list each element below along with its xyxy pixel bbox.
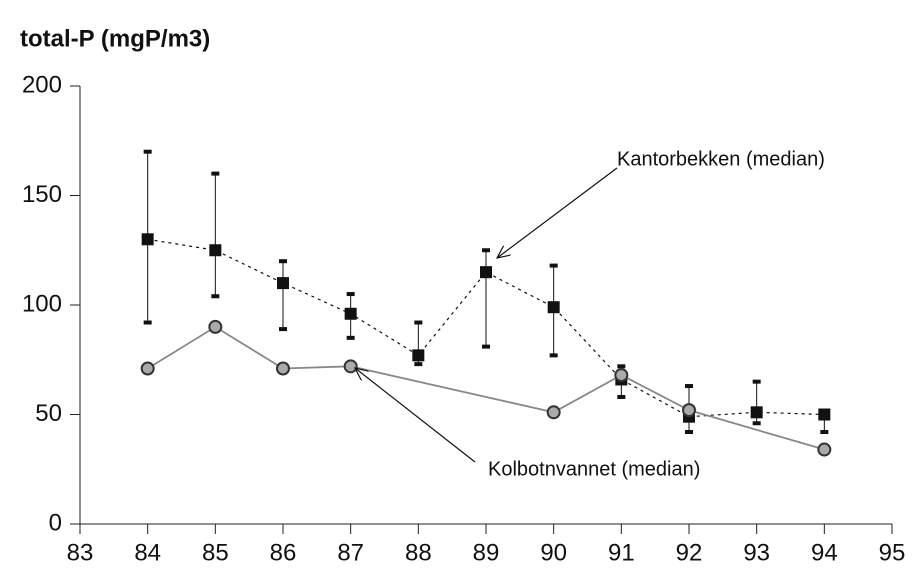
x-tick-label: 92 [676,539,703,566]
point [276,361,290,376]
point [547,301,560,314]
error-bar [279,259,287,332]
point [208,319,223,334]
series-line [147,325,825,451]
point [480,266,492,279]
y-tick-label: 0 [49,509,62,536]
y-tick-label: 200 [22,71,62,98]
point [412,349,425,362]
error-bar [482,248,490,349]
error-bar [211,171,220,299]
error-bar [752,379,761,426]
x-tick-label: 86 [270,539,297,566]
chart-title: total-P (mgP/m3) [20,25,210,52]
point [344,307,357,320]
x-tick-label: 83 [67,539,94,566]
point [817,442,832,457]
point [546,405,561,420]
annotation-arrow [497,167,618,258]
x-tick-label: 91 [608,539,635,566]
point [209,244,222,257]
legend-label: Kolbotnvannet (median) [488,458,700,480]
point [141,233,154,246]
point [277,277,289,290]
x-tick-label: 87 [337,539,364,566]
annotation-arrow [355,368,476,463]
point [682,403,696,418]
point [140,361,155,376]
point [343,359,358,374]
y-tick-label: 150 [22,181,62,208]
legend-label: Kantorbekken (median) [617,148,825,170]
x-tick-label: 90 [540,539,567,566]
x-tick-label: 84 [134,539,161,566]
x-tick-label: 93 [743,539,770,566]
x-tick-label: 88 [405,539,432,566]
x-tick-label: 94 [811,539,838,566]
point [818,408,831,421]
x-tick-label: 85 [202,539,229,566]
y-tick-label: 50 [35,400,62,427]
series-line [147,238,825,418]
x-tick-label: 95 [879,539,906,566]
point [750,406,763,419]
y-tick-label: 100 [22,290,62,317]
point [614,368,629,383]
x-tick-label: 89 [473,539,500,566]
